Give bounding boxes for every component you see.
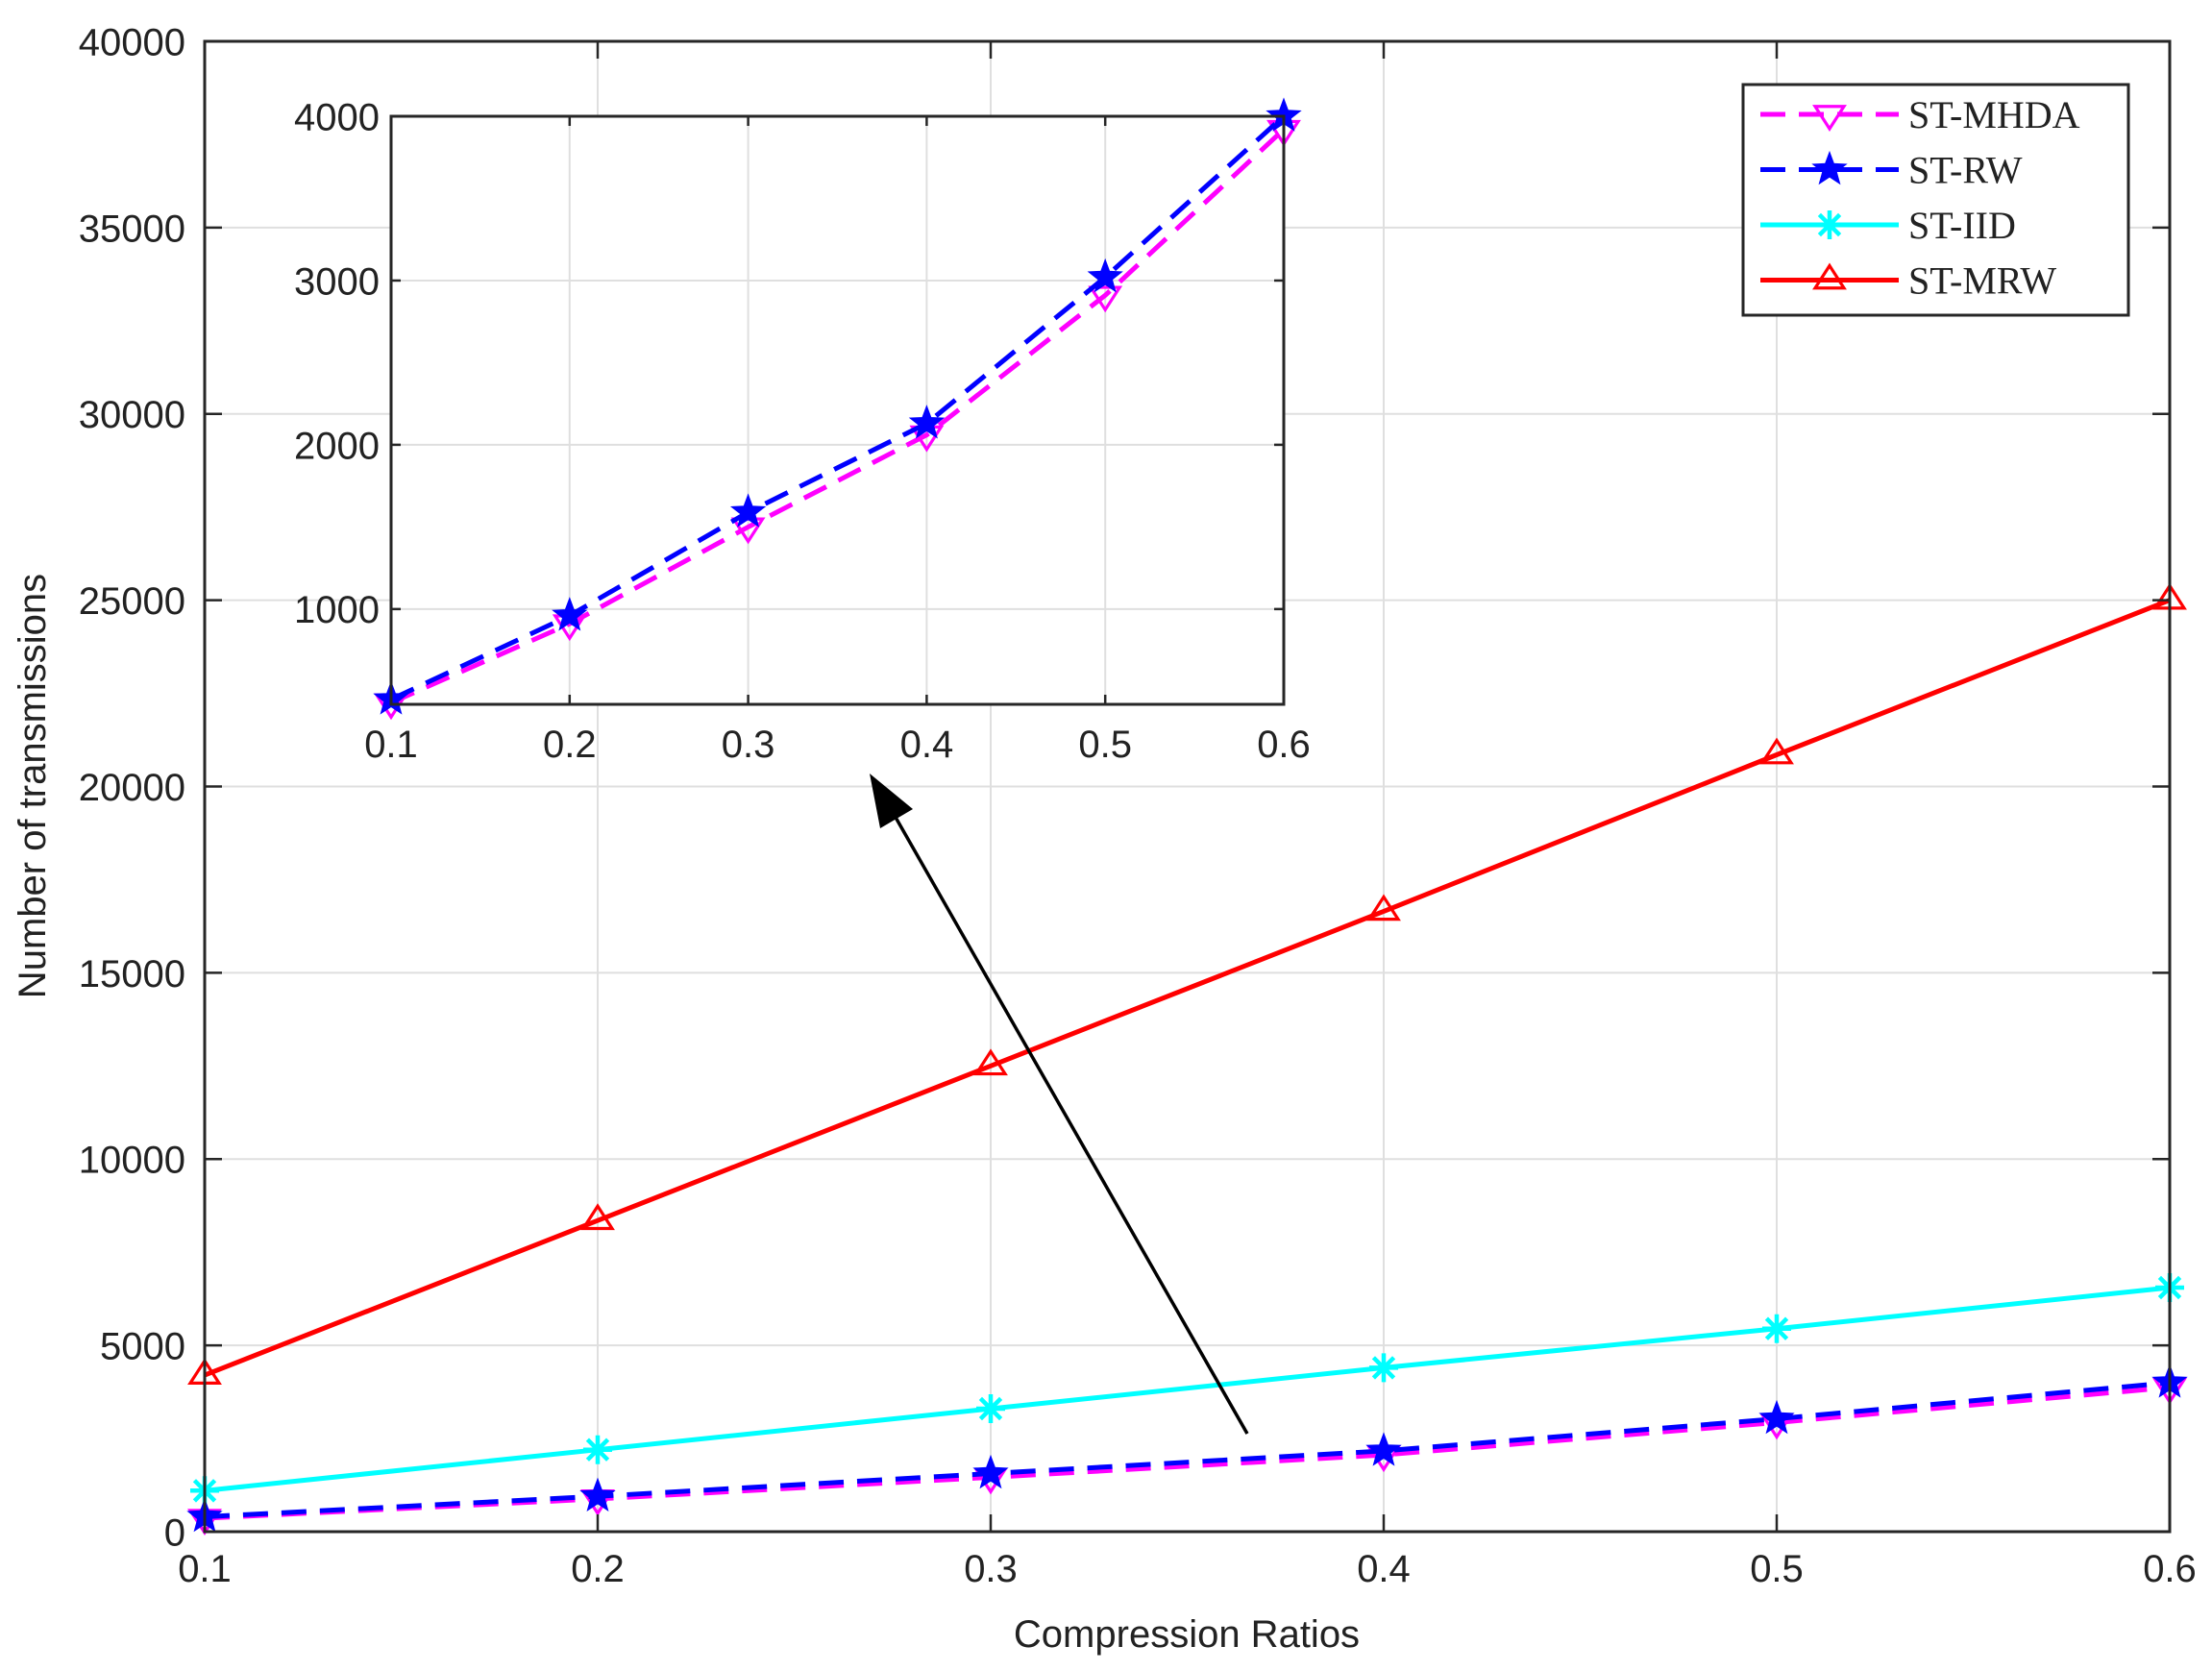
legend-swatch-marker <box>1815 210 1844 239</box>
data-point-st-iid <box>1762 1314 1791 1343</box>
x-tick-label: 0.6 <box>1257 724 1311 766</box>
y-tick-label: 35000 <box>79 208 185 250</box>
series-line-st-rw <box>204 1380 2171 1519</box>
y-tick-label: 3000 <box>294 260 380 303</box>
x-tick-label: 0.6 <box>2143 1548 2197 1590</box>
series-line-st-mhda <box>389 127 1286 705</box>
legend-swatch-marker <box>1811 150 1848 185</box>
data-point-st-rw <box>729 493 767 528</box>
y-tick-label: 1000 <box>294 589 380 631</box>
inset-chart: 0.1 0.2 0.3 0.4 0.5 0.6 1000 2000 3000 4000 <box>294 96 1311 766</box>
data-point-st-rw <box>1365 1432 1402 1466</box>
data-point-st-iid <box>583 1435 612 1464</box>
data-point-st-rw <box>1758 1399 1795 1435</box>
inset-axes-box <box>389 114 1286 706</box>
y-tick-label: 10000 <box>79 1140 185 1182</box>
legend-entry-st-rw: ST-RW <box>1760 149 2023 192</box>
legend-entry-st-mrw: ST-MRW <box>1760 259 2056 303</box>
series-st-mrw <box>187 582 2187 1385</box>
main-y-axis-label: Number of transmissions <box>12 574 54 998</box>
x-tick-label: 0.5 <box>1750 1548 1804 1590</box>
y-tick-label: 40000 <box>79 21 185 63</box>
data-point-st-rw <box>972 1454 1009 1489</box>
y-tick-label: 20000 <box>79 767 185 809</box>
data-point-st-rw <box>579 1477 616 1511</box>
arrow-head <box>870 774 913 828</box>
legend-label: ST-MHDA <box>1908 93 2080 136</box>
inset-ticks: 0.1 0.2 0.3 0.4 0.5 0.6 1000 2000 3000 4000 <box>294 96 1311 766</box>
y-tick-label: 30000 <box>79 394 185 436</box>
legend-swatch-marker <box>1812 262 1847 290</box>
legend-label: ST-RW <box>1908 149 2023 192</box>
x-tick-label: 0.1 <box>178 1548 232 1590</box>
x-tick-label: 0.4 <box>1357 1548 1411 1590</box>
main-ticks: 0.1 0.2 0.3 0.4 0.5 0.6 0 5000 10000 15000 20000 25… <box>79 21 2197 1590</box>
data-point-st-iid <box>1369 1353 1398 1383</box>
data-point-st-iid <box>976 1394 1005 1423</box>
x-tick-label: 0.2 <box>543 724 597 766</box>
legend-label: ST-MRW <box>1908 259 2056 303</box>
y-tick-label: 25000 <box>79 580 185 623</box>
data-point-st-mrw <box>973 1048 1008 1076</box>
legend: ST-MHDA ST-RW ST-IID ST-MRW <box>1741 83 2130 317</box>
x-tick-label: 0.3 <box>722 724 775 766</box>
data-point-st-mrw <box>580 1203 615 1231</box>
series-line-st-rw <box>389 114 1286 702</box>
series-line-st-mrw <box>204 598 2171 1378</box>
legend-swatch-marker <box>1812 105 1847 132</box>
data-point-st-mhda <box>1088 285 1123 313</box>
main-series <box>186 582 2188 1536</box>
legend-box <box>1741 83 2130 317</box>
y-tick-label: 5000 <box>100 1326 185 1368</box>
legend-entry-st-iid: ST-IID <box>1760 204 2016 247</box>
x-tick-label: 0.5 <box>1078 724 1132 766</box>
x-tick-label: 0.1 <box>364 724 418 766</box>
data-point-st-mrw <box>1759 737 1794 765</box>
y-tick-label: 0 <box>164 1511 185 1554</box>
y-tick-label: 2000 <box>294 425 380 467</box>
y-tick-label: 15000 <box>79 953 185 995</box>
x-tick-label: 0.4 <box>900 724 954 766</box>
legend-label: ST-IID <box>1908 204 2016 247</box>
inset-plot-area <box>391 116 1284 704</box>
y-tick-label: 4000 <box>294 96 380 138</box>
data-point-st-rw <box>552 597 588 631</box>
main-x-axis-label: Compression Ratios <box>1014 1613 1360 1656</box>
data-point-st-rw <box>1087 258 1123 293</box>
data-point-st-rw <box>908 405 946 439</box>
arrow-shaft <box>888 806 1249 1435</box>
zoom-annotation-arrow <box>870 774 1249 1435</box>
x-tick-label: 0.2 <box>571 1548 625 1590</box>
legend-entries: ST-MHDA ST-RW ST-IID ST-MRW <box>1760 93 2080 303</box>
data-point-st-mrw <box>1366 894 1401 922</box>
x-tick-label: 0.3 <box>964 1548 1018 1590</box>
series-line-st-iid <box>204 1285 2171 1493</box>
legend-entry-st-mhda: ST-MHDA <box>1760 93 2080 136</box>
